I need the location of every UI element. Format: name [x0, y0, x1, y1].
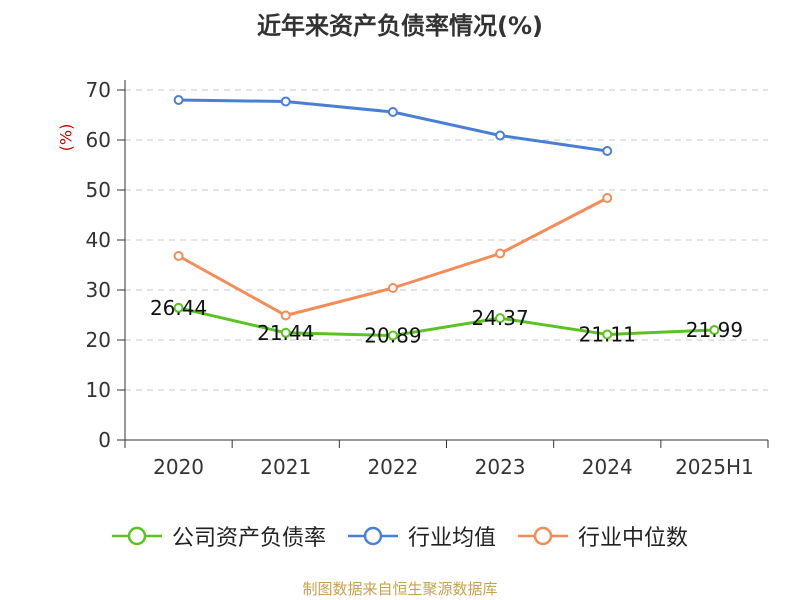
source-note: 制图数据来自恒生聚源数据库 [302, 580, 498, 598]
grid-lines [125, 89, 768, 391]
legend-marker-industry-mean [347, 526, 398, 546]
data-label: 21.44 [257, 321, 314, 345]
y-tick-label: 0 [98, 428, 111, 452]
y-tick-label: 50 [86, 178, 111, 202]
x-tick-label: 2020 [153, 455, 204, 479]
data-point-0 [387, 330, 398, 341]
data-label: 26.44 [150, 296, 207, 320]
data-point-2 [602, 193, 613, 203]
data-point-1 [280, 96, 291, 107]
data-point-1 [173, 95, 184, 105]
data-point-2 [173, 251, 184, 261]
data-point-0 [495, 313, 506, 324]
data-point-0 [602, 329, 613, 340]
legend-item-industry-mean[interactable]: 行业均值 [347, 520, 496, 552]
data-point-2 [495, 248, 506, 259]
legend-label-industry-mean: 行业均值 [407, 526, 496, 551]
data-label: 24.37 [471, 306, 528, 330]
legend-marker-industry-median [518, 526, 568, 546]
legend-label-company: 公司资产负债率 [171, 526, 326, 551]
data-point-1 [387, 107, 398, 117]
x-tick-label: 2021 [260, 455, 311, 479]
legend-item-company[interactable]: 公司资产负债率 [111, 520, 326, 552]
data-labels: 26.44 21.44 20.89 24.37 21.11 21.99 [150, 296, 743, 348]
line-chart: 0 10 20 30 40 50 60 70 2020 2021 2022 2023 2024 2025H… [86, 78, 769, 479]
x-tick-label: 2023 [475, 455, 526, 479]
series-line-0 [178, 306, 715, 338]
x-tick-label: 2024 [582, 455, 633, 479]
y-tick-label: 40 [86, 228, 111, 252]
legend-label-industry-median: 行业中位数 [578, 526, 689, 551]
data-point-1 [495, 130, 506, 141]
series-line-2 [177, 196, 608, 317]
data-point-0 [709, 325, 720, 336]
data-label: 21.11 [579, 322, 636, 346]
data-point-0 [173, 302, 184, 313]
data-point-1 [602, 146, 613, 156]
legend: 公司资产负债率 行业均值 行业中位数 [0, 520, 800, 552]
legend-item-industry-median[interactable]: 行业中位数 [518, 520, 688, 552]
y-tick-label: 10 [86, 378, 111, 402]
data-point-2 [387, 283, 398, 293]
y-tick-label: 70 [86, 78, 111, 102]
chart-title: 近年来资产负债率情况(%) [257, 12, 543, 40]
y-tick-label: 20 [86, 328, 111, 352]
y-tick-label: 30 [86, 278, 111, 302]
data-point-2 [280, 310, 291, 321]
legend-marker-company [111, 526, 162, 546]
x-tick-label: 2022 [367, 455, 418, 479]
data-point-0 [280, 327, 291, 338]
data-label: 21.99 [686, 318, 743, 342]
axes: 0 10 20 30 40 50 60 70 2020 2021 2022 2023 2024 2025H… [86, 78, 769, 479]
data-label: 20.89 [364, 324, 421, 348]
series-lines [173, 95, 720, 341]
y-tick-label: 60 [86, 128, 111, 152]
x-tick-label: 2025H1 [675, 455, 754, 479]
